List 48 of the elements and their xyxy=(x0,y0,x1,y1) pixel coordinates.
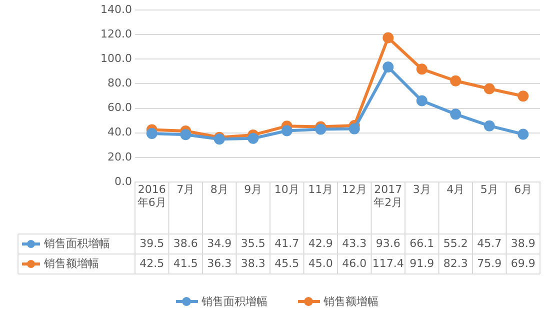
x-tick-label: 10月 xyxy=(274,182,300,196)
data-label: 41.5 xyxy=(173,256,198,270)
data-label: 46.0 xyxy=(342,256,367,270)
data-label: 34.9 xyxy=(207,236,232,250)
y-tick-label: 140.0 xyxy=(100,2,132,16)
data-label: 75.9 xyxy=(477,256,502,270)
data-label: 38.9 xyxy=(510,236,536,250)
x-tick-label: 5月 xyxy=(480,182,498,196)
legend-label: 销售面积增幅 xyxy=(43,236,110,250)
data-label: 117.4 xyxy=(372,256,404,270)
x-tick-label: 4月 xyxy=(446,182,465,196)
y-tick-label: 100.0 xyxy=(100,52,132,65)
data-label: 69.9 xyxy=(510,256,536,270)
x-tick-label: 7月 xyxy=(176,182,195,196)
data-label: 45.7 xyxy=(477,236,502,250)
data-label: 45.5 xyxy=(274,256,300,270)
text: 销售面积增幅 xyxy=(202,294,268,308)
y-tick-label: 120.0 xyxy=(100,27,132,40)
x-tick-label: 12月 xyxy=(342,182,367,196)
x-tick-label: 8月 xyxy=(210,182,228,196)
data-label: 35.5 xyxy=(240,236,266,250)
x-tick-label: 6月 xyxy=(514,182,532,196)
x-tick-label: 11月 xyxy=(308,182,334,196)
data-label: 39.5 xyxy=(140,236,164,250)
y-tick-label: 60.0 xyxy=(108,101,132,114)
x-tick-label: 9月 xyxy=(244,182,262,196)
x-tick-label: 2016年6月 xyxy=(137,182,166,209)
data-label: 43.3 xyxy=(342,236,367,250)
x-tick-label: 2017年2月 xyxy=(374,182,403,209)
y-tick-label: 80.0 xyxy=(108,76,132,90)
data-label: 66.1 xyxy=(410,236,434,250)
data-label: 36.3 xyxy=(207,256,232,270)
data-label: 93.6 xyxy=(376,236,400,250)
y-tick-label: 0.0 xyxy=(114,174,132,188)
data-label: 55.2 xyxy=(443,236,468,250)
text: 销售额增幅 xyxy=(324,294,378,308)
x-tick-label: 3月 xyxy=(412,182,431,196)
legend-label: 销售额增幅 xyxy=(43,256,99,270)
data-label: 82.3 xyxy=(443,256,468,270)
y-tick-label: 40.0 xyxy=(108,126,132,139)
y-tick-label: 20.0 xyxy=(108,150,132,164)
data-label: 45.0 xyxy=(308,256,333,270)
data-label: 38.3 xyxy=(240,256,266,270)
data-label: 91.9 xyxy=(410,256,434,270)
data-label: 42.9 xyxy=(308,236,333,250)
data-label: 38.6 xyxy=(173,236,198,250)
data-label: 42.5 xyxy=(140,256,164,270)
data-label: 41.7 xyxy=(274,236,300,250)
